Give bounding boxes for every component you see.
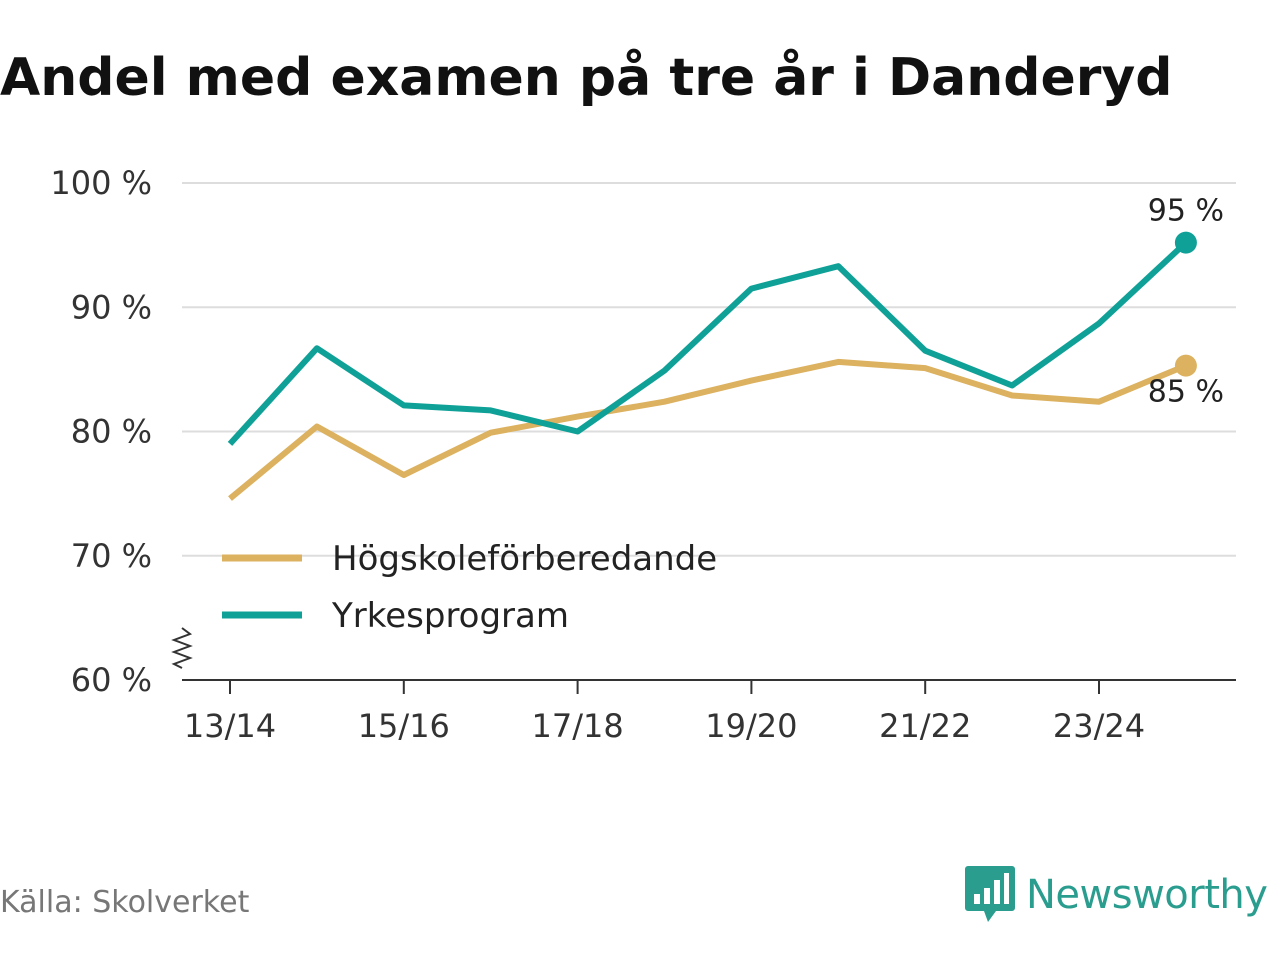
x-tick-label-15/16: 15/16 <box>358 707 450 745</box>
x-tick-label-21/22: 21/22 <box>879 707 971 745</box>
end-label-0: 85 % <box>1148 375 1224 410</box>
x-axis-tick-labels: 13/14 15/16 17/18 19/20 21/22 23/24 <box>184 680 1145 745</box>
x-tick-label-23/24: 23/24 <box>1053 707 1145 745</box>
x-axis <box>171 627 1236 681</box>
y-axis-tick-labels: 60 % 70 % 80 % 90 % 100 % <box>50 164 152 699</box>
newsworthy-logo-icon <box>965 866 1015 922</box>
y-tick-label-60: 60 % <box>71 661 152 699</box>
x-tick-label-13/14: 13/14 <box>184 707 276 745</box>
legend: Högskoleförberedande Yrkesprogram <box>222 539 717 636</box>
source-note: Källa: Skolverket <box>0 885 250 920</box>
legend-label-1: Yrkesprogram <box>331 596 569 636</box>
series-lines <box>227 231 1197 501</box>
legend-label-0: Högskoleförberedande <box>332 539 717 579</box>
series-line-1 <box>227 240 1188 446</box>
brand-logo: Newsworthy <box>964 864 1268 926</box>
y-tick-label-80: 80 % <box>71 413 152 451</box>
series-line-0 <box>228 358 1188 501</box>
x-tick-label-17/18: 17/18 <box>531 707 623 745</box>
data-point-1-11 <box>1174 231 1197 254</box>
x-tick-label-19/20: 19/20 <box>705 707 797 745</box>
chart-title: Andel med examen på tre år i Danderyd <box>0 48 1173 108</box>
line-chart: 60 % 70 % 80 % 90 % 100 % 13/14 15/16 17/18 19/… <box>50 164 1236 745</box>
y-tick-label-70: 70 % <box>71 537 152 575</box>
y-tick-label-90: 90 % <box>71 288 152 326</box>
grid-lines <box>182 182 1236 557</box>
data-point-0-11 <box>1174 354 1197 377</box>
axis-break-icon <box>171 627 193 669</box>
end-labels: 85 % 95 % <box>1148 194 1224 410</box>
end-label-1: 95 % <box>1148 194 1224 229</box>
brand-name: Newsworthy <box>1026 872 1268 918</box>
y-tick-label-100: 100 % <box>50 164 152 202</box>
